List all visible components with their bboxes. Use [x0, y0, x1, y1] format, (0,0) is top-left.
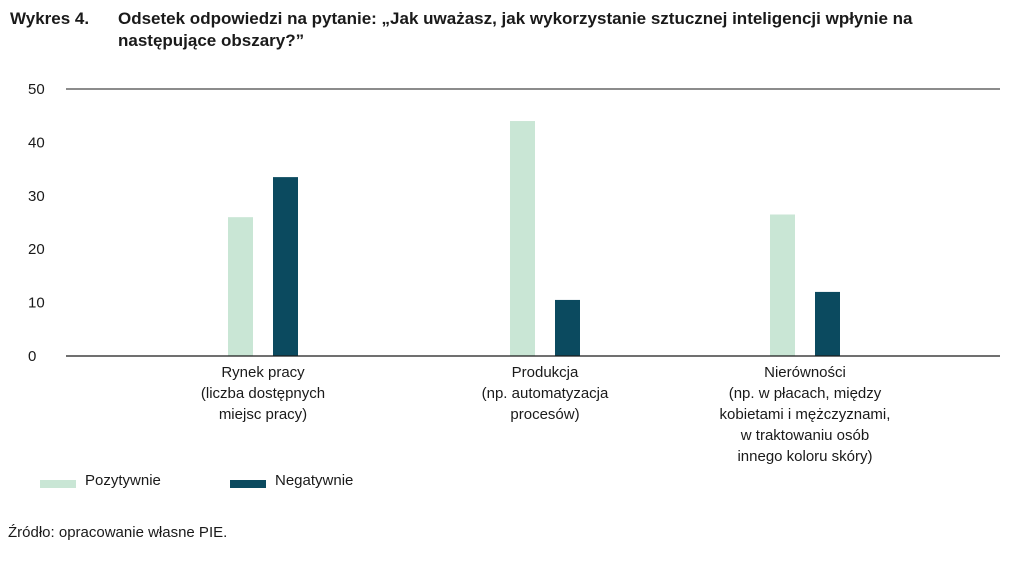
legend-label-negative: Negatywnie	[275, 472, 354, 489]
bar-negative-0	[273, 177, 298, 356]
x-category-label: miejsc pracy)	[219, 406, 307, 423]
x-category-label: (liczba dostępnych	[201, 385, 325, 402]
figure-number: Wykres 4.	[10, 9, 90, 28]
legend-label-positive: Pozytywnie	[85, 472, 161, 489]
y-tick-label: 10	[28, 295, 45, 312]
x-category-label: innego koloru skóry)	[737, 448, 872, 465]
x-category-label: procesów)	[510, 406, 579, 423]
x-category-label: kobietami i mężczyznami,	[720, 406, 891, 423]
y-tick-label: 0	[28, 348, 36, 365]
y-tick-label: 20	[28, 241, 45, 258]
x-category-label: Nierówności	[764, 364, 846, 381]
bar-negative-2	[815, 291, 840, 356]
bar-chart: 0 10 20 30 40 50 Rynek pracy (liczba dostępnych…	[28, 81, 1000, 465]
x-category-label: (np. w płacach, między	[729, 385, 882, 402]
y-tick-label: 40	[28, 134, 45, 151]
legend-swatch-positive	[40, 480, 76, 488]
x-category-label: Produkcja	[512, 364, 579, 381]
source-note: Źródło: opracowanie własne PIE.	[8, 524, 228, 541]
bar-positive-1	[510, 121, 535, 356]
bar-negative-1	[555, 299, 580, 356]
bar-positive-0	[228, 217, 253, 356]
y-tick-label: 30	[28, 188, 45, 205]
y-tick-label: 50	[28, 81, 45, 98]
title-text: Odsetek odpowiedzi na pytanie: „Jak uważ…	[118, 9, 913, 50]
legend-swatch-negative	[230, 480, 266, 488]
bar-positive-2	[770, 214, 795, 356]
x-category-label: w traktowaniu osób	[740, 427, 869, 444]
x-category-label: (np. automatyzacja	[482, 385, 609, 402]
x-category-label: Rynek pracy	[221, 364, 305, 381]
